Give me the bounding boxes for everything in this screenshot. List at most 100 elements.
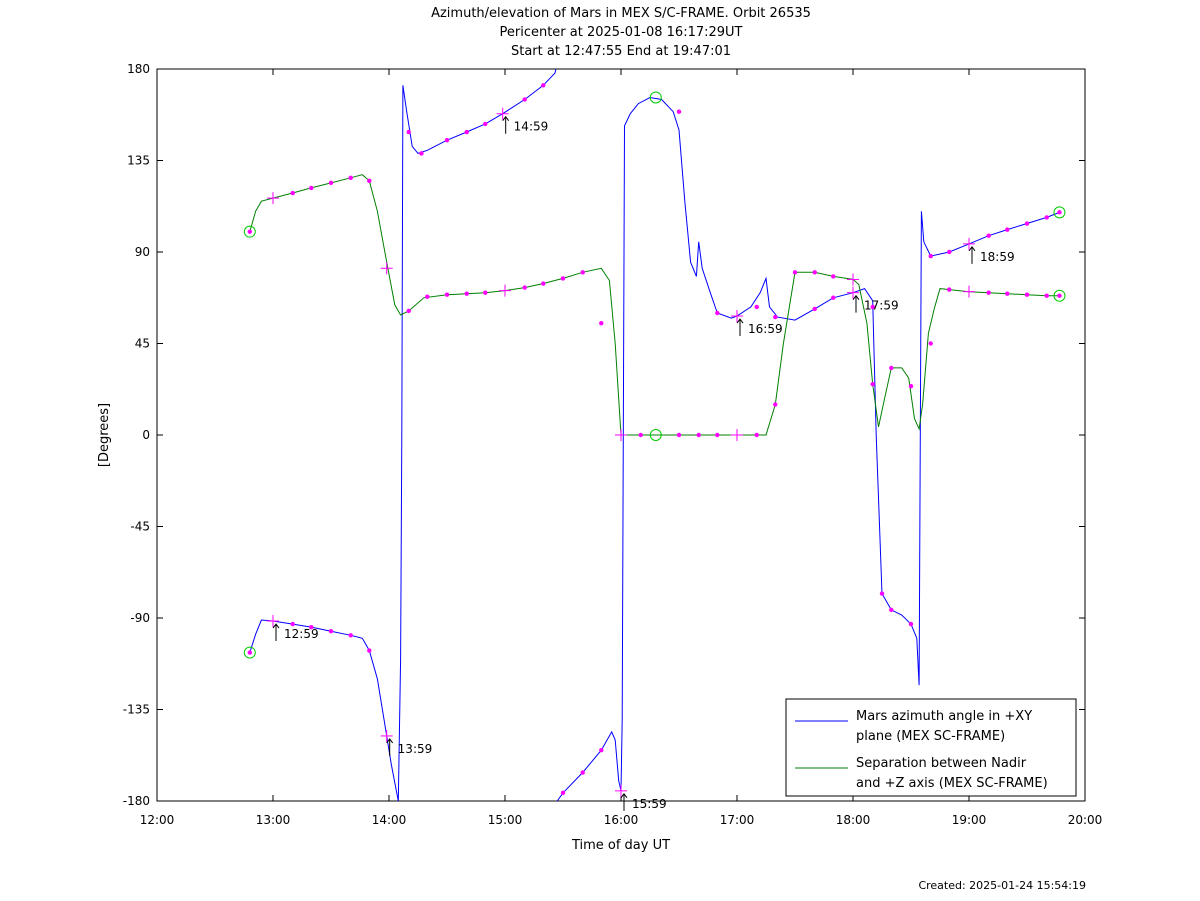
marker-dot [812, 306, 817, 312]
marker-dot [541, 83, 546, 88]
legend-entry-2: Separation between Nadir [856, 756, 1027, 771]
legend-entry-1: Mars azimuth angle in +XY [856, 709, 1032, 724]
annotation-label: 15:59 [632, 797, 667, 811]
marker-dot [908, 621, 914, 627]
marker-dot [348, 633, 353, 638]
x-tick-label: 17:00 [720, 813, 755, 827]
x-tick-label: 18:00 [836, 813, 871, 827]
marker-circle [1053, 206, 1066, 219]
marker-dot [1044, 215, 1049, 220]
series-lines [249, 68, 1060, 802]
x-tick-label: 20:00 [1068, 813, 1103, 827]
marker-dot [754, 304, 759, 310]
y-tick-label: 0 [142, 428, 150, 442]
marker-dot [425, 294, 430, 299]
marker-dot [560, 276, 566, 281]
annotation-label: 13:59 [398, 742, 433, 756]
marker-dot [522, 97, 527, 102]
marker-dot [986, 290, 991, 295]
x-tick-label: 13:00 [256, 813, 291, 827]
marker-dot [444, 292, 450, 297]
annotation-arrow [852, 294, 860, 300]
y-tick-label: 135 [127, 154, 150, 168]
created-timestamp: Created: 2025-01-24 15:54:19 [918, 879, 1086, 892]
marker-dot [406, 129, 411, 135]
marker-dot [986, 233, 991, 238]
annotation-arrow [620, 792, 628, 799]
marker-dot [676, 109, 682, 114]
marker-circle [649, 91, 662, 104]
series-line-1 [556, 96, 1060, 802]
annotation-label: 18:59 [980, 250, 1015, 264]
marker-dot [1005, 291, 1010, 296]
annotation-label: 16:59 [748, 322, 783, 336]
marker-dot [947, 249, 952, 255]
legend-box [785, 698, 1077, 797]
marker-dot [715, 432, 720, 438]
marker-dot [870, 381, 875, 387]
legend-entry-1: plane (MEX SC-FRAME) [856, 729, 1005, 744]
marker-dot [792, 270, 798, 275]
x-tick-label: 19:00 [952, 813, 987, 827]
marker-dot [247, 650, 252, 655]
marker-dot [464, 291, 469, 296]
annotation-arrow [272, 623, 280, 629]
marker-dot [419, 151, 424, 156]
chart-title-line: Pericenter at 2025-01-08 16:17:29UT [499, 25, 742, 40]
annotation-label: 17:59 [864, 299, 899, 313]
marker-dot [580, 270, 585, 275]
series-line-2 [249, 174, 1060, 436]
marker-dot [483, 290, 488, 295]
x-tick-label: 14:00 [372, 813, 407, 827]
marker-dot [599, 747, 604, 753]
y-tick-label: -180 [123, 794, 150, 808]
marker-dot [290, 190, 295, 196]
marker-dot [1005, 227, 1010, 232]
marker-dot [348, 175, 353, 180]
marker-dot [928, 253, 933, 259]
annotation-arrow [502, 115, 510, 122]
marker-dot [889, 607, 894, 613]
marker-dot [715, 310, 720, 316]
marker-dot [522, 285, 527, 290]
annotation-label: 12:59 [284, 627, 319, 641]
marker-dot [290, 621, 295, 627]
marker-dot [1057, 293, 1062, 298]
time-annotations: 12:59 13:59 14:59 15:59 16:59 17:59 18:59 [272, 115, 1015, 811]
marker-dot [309, 185, 314, 191]
marker-dot [676, 432, 682, 438]
legend-entry-2: and +Z axis (MEX SC-FRAME) [856, 776, 1048, 791]
marker-circle [1053, 289, 1066, 302]
marker-dot [444, 137, 450, 143]
marker-dot [773, 314, 778, 320]
marker-dot [773, 402, 778, 407]
marker-dot [367, 178, 372, 184]
marker-dot [879, 591, 885, 596]
series-markers [243, 83, 1066, 797]
marker-dot [247, 229, 252, 234]
series-line-1 [249, 619, 399, 802]
annotation-arrow [968, 246, 976, 252]
marker-dot [889, 365, 894, 371]
legend: Mars azimuth angle in +XY plane (MEX SC-F… [785, 698, 1077, 797]
marker-dot [309, 624, 314, 630]
y-tick-label: -45 [130, 520, 150, 534]
marker-circle [243, 646, 256, 659]
annotation-arrow [386, 738, 394, 744]
chart-title-line: Start at 12:47:55 End at 19:47:01 [511, 44, 731, 59]
marker-dot [812, 270, 817, 275]
marker-dot [541, 281, 546, 286]
x-tick-label: 15:00 [488, 813, 523, 827]
x-tick-label: 16:00 [604, 813, 639, 827]
y-tick-label: -135 [123, 703, 150, 717]
marker-circle [243, 225, 256, 238]
chart-title-line: Azimuth/elevation of Mars in MEX S/C-FRA… [431, 6, 811, 21]
marker-dot [928, 341, 933, 346]
annotation-arrow [736, 318, 744, 324]
marker-dot [464, 129, 469, 135]
y-tick-label: 90 [135, 245, 150, 259]
marker-dot [1044, 293, 1049, 298]
y-tick-label: 45 [135, 337, 150, 351]
y-tick-label: -90 [130, 611, 150, 625]
